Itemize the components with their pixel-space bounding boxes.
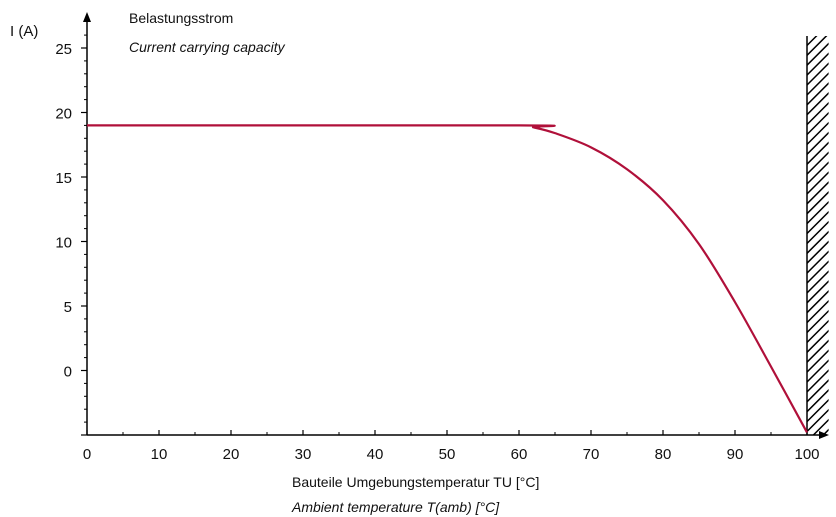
x-tick-label: 70 bbox=[583, 446, 600, 463]
y-tick-label: 5 bbox=[64, 299, 72, 316]
y-axis-arrow bbox=[83, 12, 91, 22]
y-tick-label: 10 bbox=[55, 235, 72, 252]
y-tick-labels: 0 5 10 15 20 25 bbox=[55, 41, 72, 381]
x-tick-label: 60 bbox=[511, 446, 528, 463]
temperature-limit-hatch bbox=[806, 36, 829, 435]
tick-marks bbox=[81, 34, 808, 436]
chart-subtitle: Current carrying capacity bbox=[129, 39, 286, 55]
x-tick-label: 100 bbox=[794, 446, 819, 463]
x-tick-label: 0 bbox=[83, 446, 91, 463]
x-tick-label: 30 bbox=[295, 446, 312, 463]
x-tick-label: 40 bbox=[367, 446, 384, 463]
x-tick-label: 80 bbox=[655, 446, 672, 463]
chart-title: Belastungsstrom bbox=[129, 10, 233, 26]
y-tick-label: 25 bbox=[55, 41, 72, 58]
x-tick-label: 90 bbox=[727, 446, 744, 463]
series-layer bbox=[87, 124, 808, 433]
x-axis-arrow bbox=[819, 431, 829, 439]
x-tick-label: 10 bbox=[151, 446, 168, 463]
x-axis-label: Bauteile Umgebungstemperatur TU [°C] bbox=[292, 474, 539, 490]
x-tick-label: 20 bbox=[223, 446, 240, 463]
y-tick-label: 20 bbox=[55, 106, 72, 123]
x-tick-label: 50 bbox=[439, 446, 456, 463]
y-axis-label: I (A) bbox=[10, 23, 38, 40]
axes bbox=[83, 12, 829, 439]
x-axis-label-en: Ambient temperature T(amb) [°C] bbox=[291, 499, 500, 515]
series-line-0 bbox=[87, 124, 808, 433]
y-tick-label: 15 bbox=[55, 170, 72, 187]
x-tick-labels: 0 10 20 30 40 50 60 70 80 90 100 bbox=[83, 446, 820, 463]
hatch-region bbox=[807, 36, 829, 435]
y-tick-label: 0 bbox=[64, 364, 72, 381]
